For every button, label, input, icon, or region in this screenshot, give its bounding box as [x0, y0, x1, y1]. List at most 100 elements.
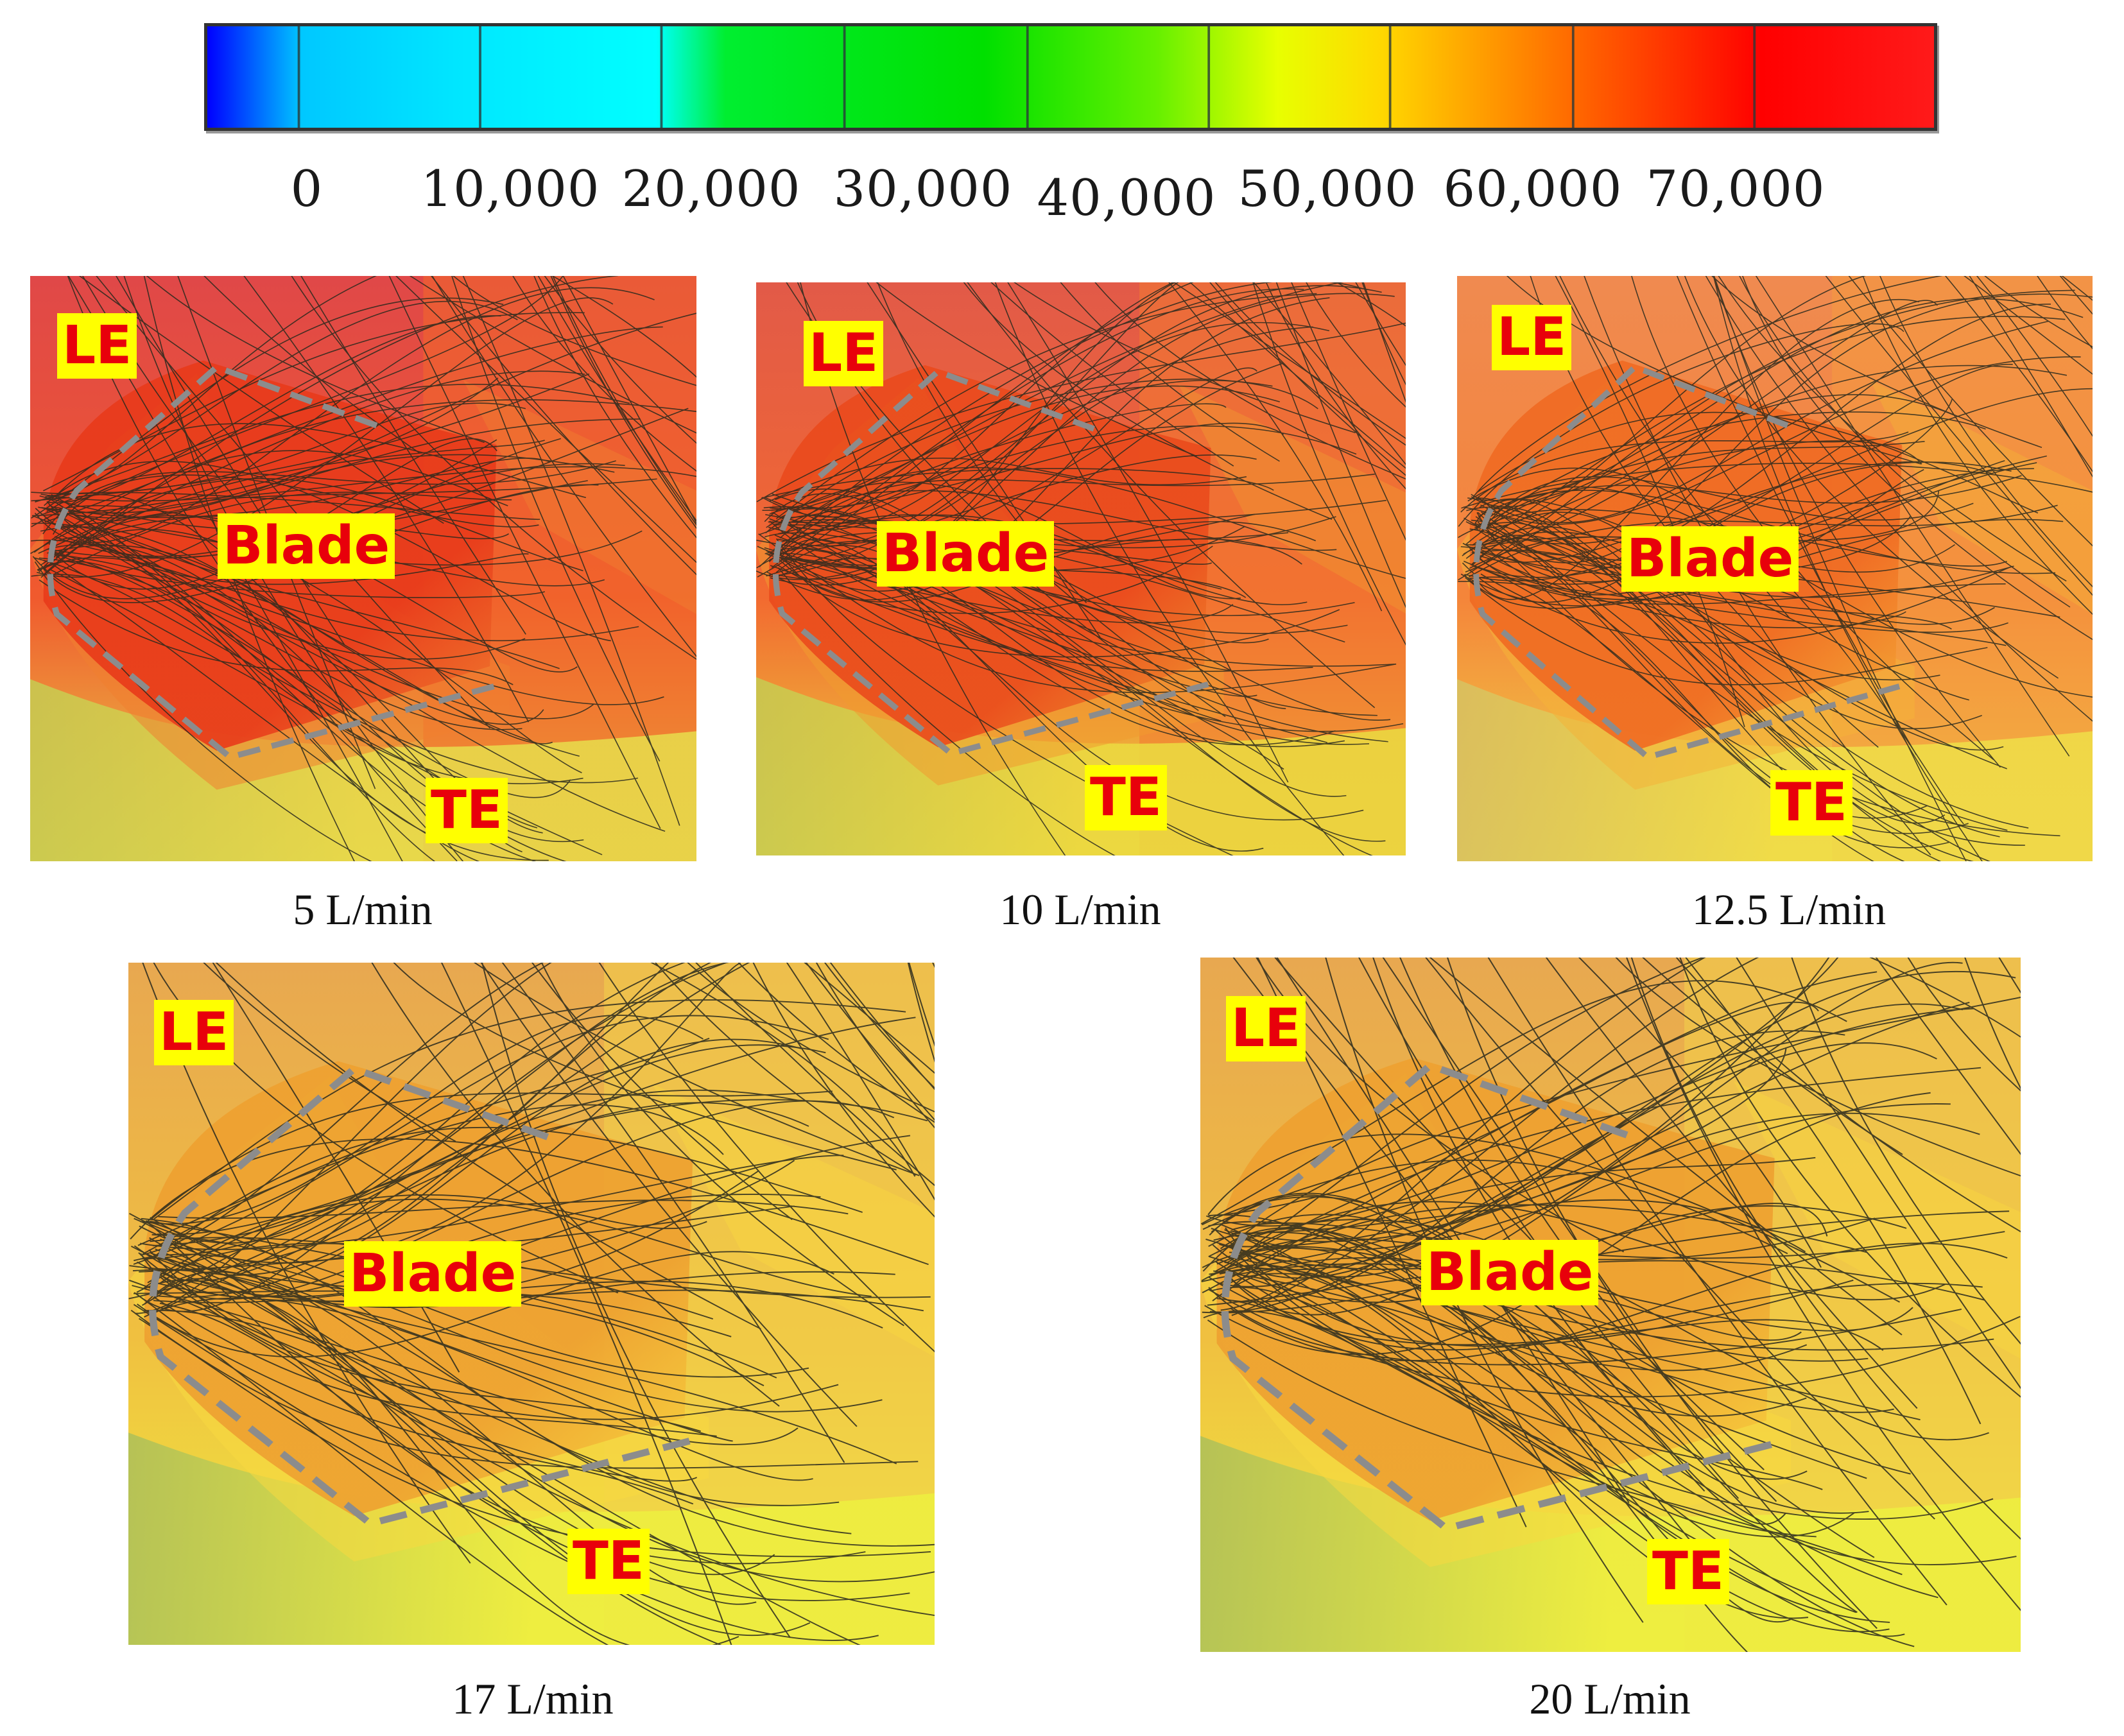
streamline — [152, 1126, 863, 1259]
streamline — [1984, 276, 2093, 348]
streamline — [1475, 523, 2008, 831]
streamlines — [128, 963, 935, 1645]
streamline — [160, 963, 750, 1282]
streamline — [1220, 958, 1706, 1311]
streamline — [49, 569, 603, 855]
colorbar-tick-label: 40,000 — [1037, 169, 1216, 227]
streamline — [1207, 1133, 1901, 1303]
blade-outline — [1221, 1061, 1776, 1533]
streamline — [1964, 958, 2021, 1090]
trailing-edge-label: TE — [1647, 1539, 1729, 1604]
streamline — [132, 1285, 799, 1445]
streamline — [1231, 958, 1759, 1316]
streamline — [1210, 1156, 1816, 1276]
streamline — [1207, 1319, 1903, 1576]
streamline — [769, 422, 1284, 510]
colorbar-tick-label: 0 — [290, 160, 324, 218]
streamline — [143, 1297, 813, 1481]
streamline — [142, 1038, 710, 1255]
streamline — [1291, 282, 1406, 541]
streamline — [1465, 475, 2022, 545]
streamline — [768, 526, 1284, 770]
streamline — [453, 276, 696, 386]
streamline — [1467, 298, 2084, 501]
blade-label: Blade — [1421, 1240, 1599, 1305]
streamline — [37, 560, 567, 861]
streamline — [159, 1302, 910, 1601]
streamline — [1477, 521, 2060, 837]
streamline — [1205, 1008, 1974, 1227]
streamline — [139, 1155, 844, 1250]
streamline — [1209, 1042, 1937, 1313]
streamline — [1469, 576, 1949, 848]
streamline — [215, 963, 761, 1330]
panel-streamline-render — [1200, 958, 2021, 1652]
streamline — [1208, 1276, 1884, 1351]
streamline — [1306, 282, 1406, 408]
streamline — [129, 963, 686, 1244]
flow-scene — [1200, 958, 2021, 1652]
streamline — [2037, 276, 2093, 350]
colorbar-tick-label: 60,000 — [1443, 160, 1623, 218]
downstream-part — [652, 1083, 935, 1357]
streamline — [1480, 565, 2013, 644]
streamline — [1684, 276, 2059, 679]
streamline — [1480, 364, 2013, 578]
streamline — [1481, 411, 1986, 533]
streamline — [1007, 282, 1289, 783]
streamline — [1862, 276, 2093, 615]
streamline — [777, 567, 1116, 855]
streamline — [53, 551, 571, 798]
streamline — [1216, 1247, 1792, 1623]
streamline — [1631, 276, 1994, 761]
streamline — [1615, 958, 2021, 1177]
streamline — [1209, 1256, 1890, 1633]
streamline — [779, 538, 1264, 852]
streamline — [1220, 1224, 1890, 1623]
streamline — [1477, 411, 2039, 514]
streamline — [116, 276, 345, 646]
streamline — [1355, 282, 1406, 366]
flow-panel-10-lpm: LE Blade TE — [756, 282, 1406, 855]
streamline — [147, 1194, 707, 1284]
streamline — [1630, 958, 2021, 1540]
lower-region — [1200, 1436, 2021, 1652]
flow-scene — [128, 963, 935, 1645]
streamline — [1676, 276, 1917, 755]
streamline — [133, 1015, 829, 1265]
leading-edge-label: LE — [1226, 996, 1306, 1061]
streamline — [780, 297, 1330, 592]
streamline — [544, 276, 696, 444]
streamline — [777, 425, 1357, 519]
streamline — [137, 1251, 834, 1358]
streamline — [54, 565, 480, 861]
streamline — [154, 1297, 717, 1437]
streamline — [1755, 276, 2070, 757]
streamline — [1209, 1192, 1858, 1613]
streamline — [1372, 958, 1705, 1492]
blade-outline — [47, 363, 497, 761]
streamline — [150, 1102, 809, 1315]
streamline — [1213, 1232, 1808, 1480]
streamline — [1458, 522, 1906, 861]
panel-caption: 17 L/min — [452, 1674, 614, 1723]
colorbar-tick-label: 30,000 — [833, 160, 1013, 218]
streamline — [769, 322, 1330, 531]
streamline — [1214, 282, 1406, 446]
streamline — [815, 963, 935, 1129]
streamline — [1718, 276, 2067, 582]
trailing-edge-label: TE — [426, 778, 508, 843]
streamline — [1382, 958, 1641, 1334]
streamline — [775, 403, 1227, 556]
streamline — [1480, 551, 2007, 769]
streamline — [963, 282, 1333, 520]
streamline — [1507, 276, 1921, 465]
streamline — [142, 1309, 852, 1534]
streamline — [151, 1090, 833, 1219]
streamline — [1472, 511, 2025, 846]
streamline — [774, 474, 1375, 555]
streamline — [1578, 958, 1822, 1268]
streamline — [38, 370, 585, 554]
streamline — [212, 963, 460, 1373]
trailing-edge-label: TE — [567, 1529, 650, 1594]
